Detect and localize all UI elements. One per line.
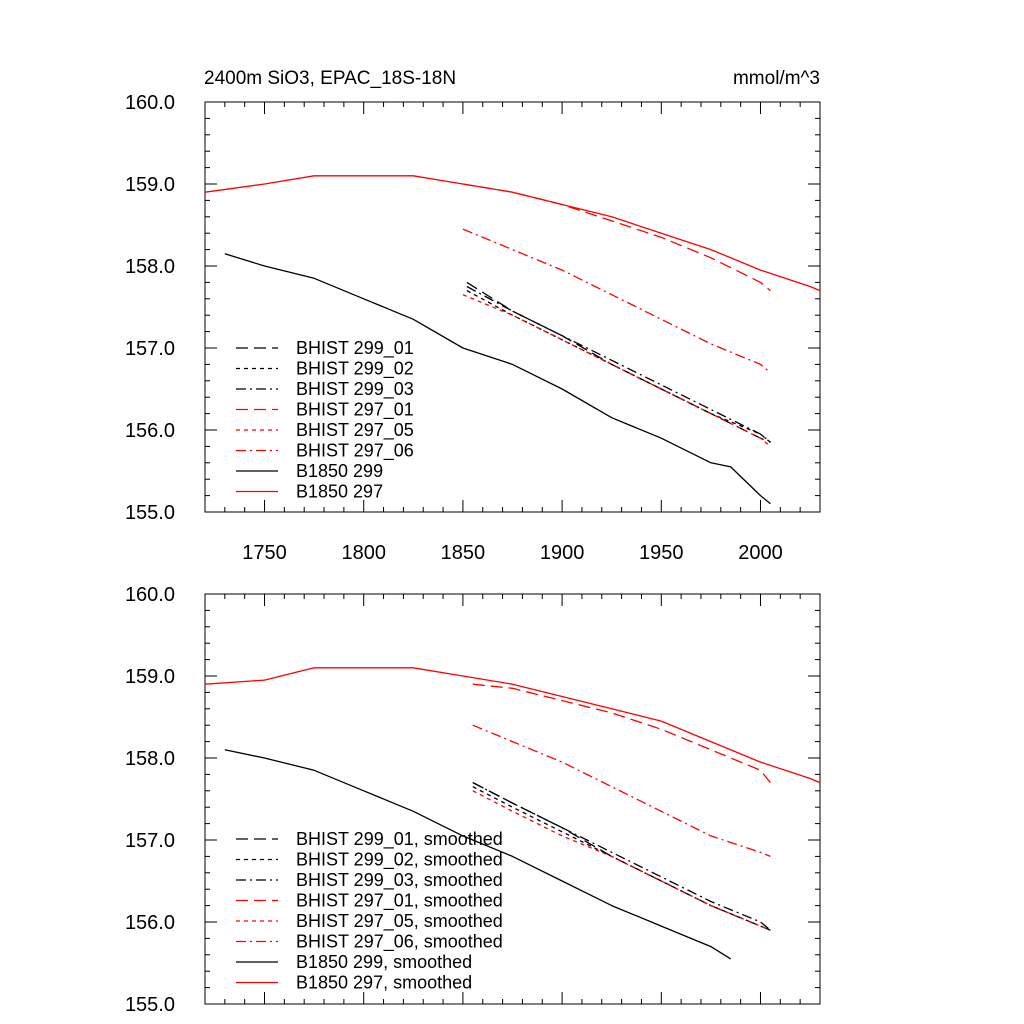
y-tick-label: 159.0 [125,174,175,196]
y-tick-label: 158.0 [125,256,175,278]
series-line [462,183,771,292]
legend-label: BHIST 299_01, smoothed [296,829,503,850]
bottom-panel: 155.0 156.0 157.0 158.0 159.0 160.0 BHIST 299_… [125,584,821,1016]
x-tick-label: 2000 [738,542,783,564]
x-tick-label: 1800 [341,542,386,564]
series-line [462,294,771,447]
x-tick-label: 1950 [639,542,684,564]
series-line [472,782,771,931]
legend-label: BHIST 299_03, smoothed [296,870,503,891]
series-line [204,667,821,784]
legend-label: B1850 299, smoothed [296,952,472,972]
legend-label: BHIST 299_01 [296,338,414,359]
legend-label: BHIST 299_02 [296,359,414,380]
y-tick-label: 160.0 [125,92,175,114]
chart-title: 2400m SiO3, EPAC_18S-18N [204,68,456,89]
series-line [472,683,771,784]
legend-label: BHIST 297_01, smoothed [296,891,503,912]
legend-label: B1850 297 [296,482,383,502]
series-line [466,290,771,443]
series-line [466,285,771,443]
plot-frame [204,593,821,1005]
units-label: mmol/m^3 [733,68,820,89]
series-line [466,281,771,443]
x-tick-label: 1850 [441,542,486,564]
y-tick-label: 155.0 [125,502,175,524]
legend-label: BHIST 297_06, smoothed [296,932,503,953]
y-tick-label: 155.0 [125,994,175,1016]
x-tick-label: 1900 [540,542,585,564]
series-line [204,175,821,292]
legend-label: BHIST 297_05, smoothed [296,911,503,932]
top-panel: 1750 1800 1850 1900 1950 2000 155.0 156.0 157.0 1… [125,92,821,564]
legend-label: BHIST 297_01 [296,400,414,421]
series-line [462,228,771,374]
y-tick-label: 159.0 [125,666,175,688]
series-line [472,724,771,858]
legend-label: B1850 297, smoothed [296,973,472,993]
y-tick-label: 160.0 [125,584,175,606]
y-tick-label: 158.0 [125,748,175,770]
legend-label: BHIST 297_06 [296,441,414,462]
series-line [472,782,771,931]
x-tick-label: 1750 [242,542,287,564]
legend-label: BHIST 299_02, smoothed [296,850,503,871]
series-line [224,749,732,960]
y-tick-label: 156.0 [125,912,175,934]
y-tick-label: 157.0 [125,830,175,852]
plot-frame [204,101,821,513]
legend-label: BHIST 297_05 [296,420,414,441]
y-tick-label: 157.0 [125,338,175,360]
y-tick-label: 156.0 [125,420,175,442]
legend-label: B1850 299 [296,461,383,481]
series-line [224,253,771,505]
legend-label: BHIST 299_03 [296,379,414,400]
